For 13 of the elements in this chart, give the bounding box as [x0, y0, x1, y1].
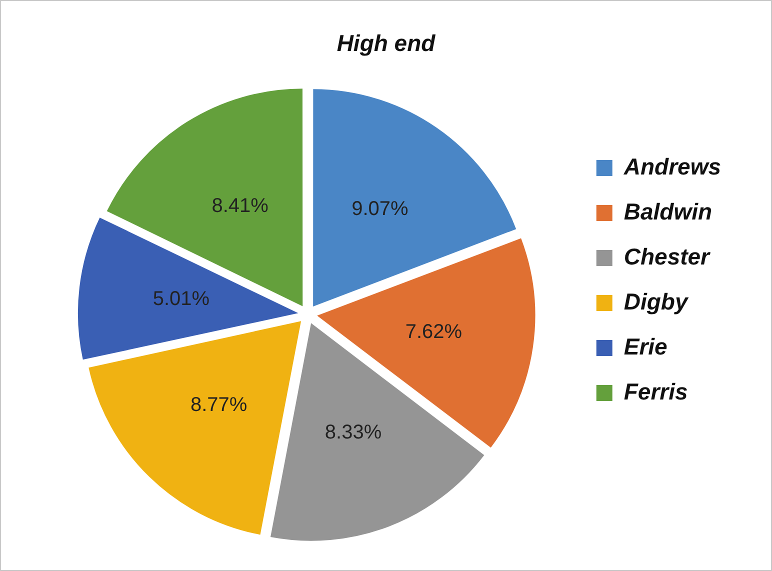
data-label: 8.41%: [212, 194, 269, 217]
data-label: 5.01%: [152, 288, 210, 310]
legend-label: Digby: [624, 288, 689, 314]
legend-label: Ferris: [624, 378, 688, 404]
data-label: 9.07%: [352, 198, 409, 220]
data-label: 8.33%: [324, 422, 382, 444]
data-label: 7.62%: [405, 321, 462, 344]
legend-label: Baldwin: [624, 198, 712, 224]
legend-label: Chester: [624, 243, 711, 270]
data-label: 8.77%: [190, 394, 248, 416]
legend-label: Andrews: [622, 153, 722, 180]
chart-title: High end: [336, 30, 436, 56]
legend-label: Erie: [624, 333, 668, 360]
